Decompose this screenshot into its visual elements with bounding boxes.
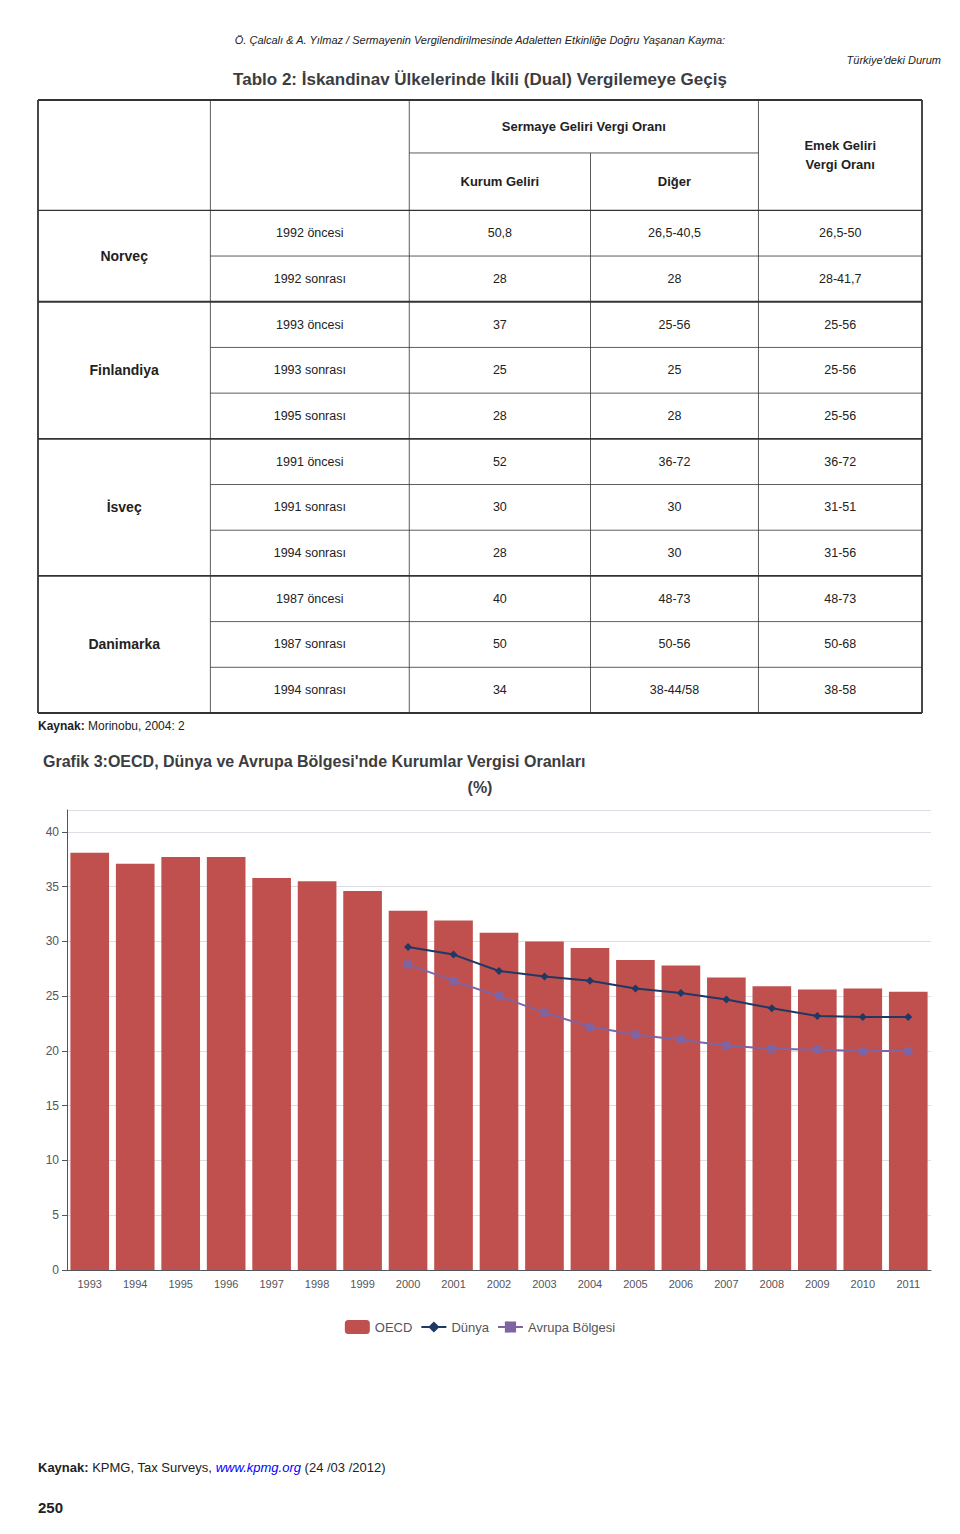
svg-text:1994: 1994	[123, 1278, 147, 1290]
svg-text:25: 25	[46, 989, 60, 1003]
svg-text:25-56: 25-56	[824, 318, 856, 332]
svg-text:52: 52	[493, 455, 507, 469]
svg-text:Tablo 2: İskandinav Ülkelerind: Tablo 2: İskandinav Ülkelerinde İkili (D…	[233, 70, 727, 89]
svg-text:30: 30	[668, 500, 682, 514]
svg-text:250: 250	[38, 1499, 63, 1516]
svg-text:48-73: 48-73	[658, 592, 690, 606]
svg-text:2009: 2009	[805, 1278, 829, 1290]
svg-text:5: 5	[52, 1208, 59, 1222]
svg-text:2000: 2000	[396, 1278, 420, 1290]
svg-text:Avrupa Bölgesi: Avrupa Bölgesi	[528, 1320, 615, 1335]
svg-text:Grafik 3:OECD, Dünya ve Avrupa: Grafik 3:OECD, Dünya ve Avrupa Bölgesi'n…	[43, 753, 585, 770]
svg-text:26,5-40,5: 26,5-40,5	[648, 226, 701, 240]
svg-text:38-44/58: 38-44/58	[650, 683, 699, 697]
svg-text:Norveç: Norveç	[100, 248, 148, 264]
svg-text:30: 30	[668, 546, 682, 560]
svg-text:1999: 1999	[350, 1278, 374, 1290]
svg-text:50,8: 50,8	[488, 226, 512, 240]
svg-text:1998: 1998	[305, 1278, 329, 1290]
svg-text:25: 25	[668, 363, 682, 377]
svg-text:1995 sonrası: 1995 sonrası	[274, 409, 346, 423]
svg-text:30: 30	[493, 500, 507, 514]
svg-text:2011: 2011	[896, 1278, 920, 1290]
svg-text:OECD: OECD	[375, 1320, 413, 1335]
svg-text:Türkiye'deki Durum: Türkiye'deki Durum	[847, 54, 941, 66]
svg-text:28: 28	[493, 409, 507, 423]
svg-text:28-41,7: 28-41,7	[819, 272, 861, 286]
svg-text:2008: 2008	[760, 1278, 784, 1290]
svg-text:50-68: 50-68	[824, 637, 856, 651]
svg-text:1992 sonrası: 1992 sonrası	[274, 272, 346, 286]
svg-text:37: 37	[493, 318, 507, 332]
svg-text:10: 10	[46, 1153, 60, 1167]
svg-text:Danimarka: Danimarka	[88, 636, 160, 652]
svg-text:2010: 2010	[851, 1278, 875, 1290]
svg-text:KPMG, Tax Surveys,: KPMG, Tax Surveys,	[92, 1460, 215, 1475]
svg-text:20: 20	[46, 1044, 60, 1058]
svg-text:36-72: 36-72	[824, 455, 856, 469]
svg-text:1994 sonrası: 1994 sonrası	[274, 546, 346, 560]
svg-text:İsveç: İsveç	[107, 499, 142, 515]
svg-text:1993 sonrası: 1993 sonrası	[274, 363, 346, 377]
svg-text:30: 30	[46, 934, 60, 948]
svg-text:28: 28	[493, 546, 507, 560]
svg-text:28: 28	[668, 409, 682, 423]
svg-text:28: 28	[493, 272, 507, 286]
svg-text:Emek Geliri: Emek Geliri	[804, 138, 876, 153]
svg-text:1994 sonrası: 1994 sonrası	[274, 683, 346, 697]
svg-text:1991 sonrası: 1991 sonrası	[274, 500, 346, 514]
svg-text:Kaynak:: Kaynak:	[38, 719, 85, 733]
svg-text:2007: 2007	[714, 1278, 738, 1290]
svg-text:Ö. Çalcalı & A. Yılmaz / Serma: Ö. Çalcalı & A. Yılmaz / Sermayenin Verg…	[235, 34, 725, 46]
svg-text:2006: 2006	[669, 1278, 693, 1290]
svg-text:(24 /03 /2012): (24 /03 /2012)	[301, 1460, 386, 1475]
svg-text:Morinobu, 2004: 2: Morinobu, 2004: 2	[88, 719, 185, 733]
svg-text:15: 15	[46, 1099, 60, 1113]
svg-text:1992 öncesi: 1992 öncesi	[276, 226, 343, 240]
svg-text:2001: 2001	[441, 1278, 465, 1290]
svg-text:25-56: 25-56	[824, 363, 856, 377]
svg-text:2002: 2002	[487, 1278, 511, 1290]
svg-text:31-56: 31-56	[824, 546, 856, 560]
svg-text:1997: 1997	[259, 1278, 283, 1290]
svg-text:Diğer: Diğer	[658, 174, 691, 189]
svg-text:25-56: 25-56	[824, 409, 856, 423]
svg-text:0: 0	[52, 1263, 59, 1277]
svg-text:Kaynak:: Kaynak:	[38, 1460, 89, 1475]
svg-text:Vergi Oranı: Vergi Oranı	[806, 157, 875, 172]
svg-text:25: 25	[493, 363, 507, 377]
svg-text:1996: 1996	[214, 1278, 238, 1290]
svg-text:2005: 2005	[623, 1278, 647, 1290]
svg-text:(%): (%)	[468, 779, 493, 796]
svg-text:Sermaye Geliri Vergi Oranı: Sermaye Geliri Vergi Oranı	[502, 119, 666, 134]
svg-text:1993: 1993	[77, 1278, 101, 1290]
svg-text:34: 34	[493, 683, 507, 697]
svg-text:35: 35	[46, 880, 60, 894]
svg-text:48-73: 48-73	[824, 592, 856, 606]
svg-text:50-56: 50-56	[658, 637, 690, 651]
svg-text:50: 50	[493, 637, 507, 651]
svg-text:Finlandiya: Finlandiya	[90, 362, 159, 378]
svg-text:36-72: 36-72	[658, 455, 690, 469]
svg-text:Kurum Geliri: Kurum Geliri	[461, 174, 540, 189]
svg-text:28: 28	[668, 272, 682, 286]
svg-text:2004: 2004	[578, 1278, 602, 1290]
svg-text:2003: 2003	[532, 1278, 556, 1290]
svg-text:1987 öncesi: 1987 öncesi	[276, 592, 343, 606]
svg-text:40: 40	[46, 825, 60, 839]
svg-text:40: 40	[493, 592, 507, 606]
svg-text:1993 öncesi: 1993 öncesi	[276, 318, 343, 332]
svg-text:1995: 1995	[168, 1278, 192, 1290]
svg-text:www.kpmg.org: www.kpmg.org	[216, 1460, 302, 1475]
svg-text:26,5-50: 26,5-50	[819, 226, 861, 240]
svg-text:1987 sonrası: 1987 sonrası	[274, 637, 346, 651]
svg-text:1991 öncesi: 1991 öncesi	[276, 455, 343, 469]
svg-text:25-56: 25-56	[658, 318, 690, 332]
svg-text:38-58: 38-58	[824, 683, 856, 697]
svg-text:31-51: 31-51	[824, 500, 856, 514]
svg-text:Dünya: Dünya	[451, 1320, 489, 1335]
